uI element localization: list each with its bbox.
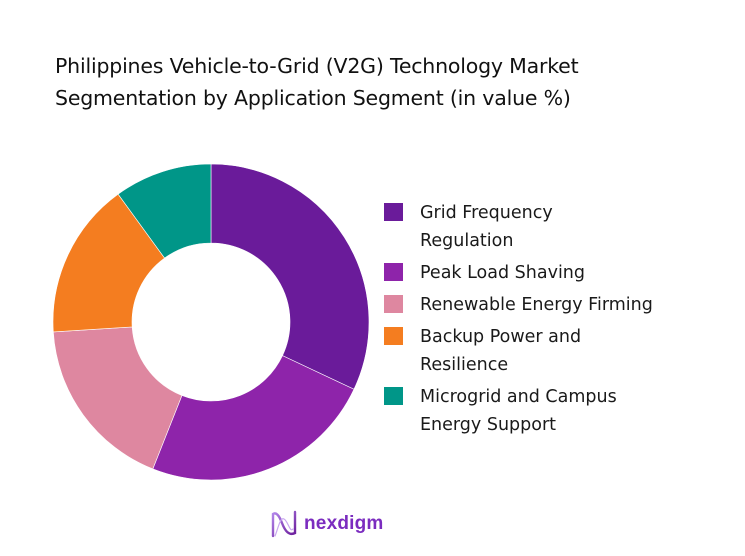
legend-item-renewable-energy-firming: Renewable Energy Firming	[384, 291, 734, 319]
chart-title-line-2: Segmentation by Application Segment (in …	[55, 86, 571, 110]
chart-title-line-1: Philippines Vehicle-to-Grid (V2G) Techno…	[55, 54, 579, 78]
legend-item-microgrid-and-campus-energy-support: Microgrid and Campus Energy Support	[384, 383, 734, 439]
donut-slice-backup-power-and-resilience	[52, 193, 165, 333]
legend-item-peak-load-shaving: Peak Load Shaving	[384, 259, 734, 287]
nexdigm-wave-icon	[271, 510, 297, 538]
legend-label: Renewable Energy Firming	[420, 295, 653, 315]
legend-item-backup-power-and-resilience: Backup Power and Resilience	[384, 323, 734, 379]
donut-slice-grid-frequency-regulation	[210, 163, 370, 390]
nexdigm-logo-text: nexdigm	[304, 513, 384, 534]
legend-label: Resilience	[420, 355, 509, 375]
legend-swatch	[384, 295, 403, 313]
chart-legend: Grid Frequency Regulation Peak Load Shav…	[384, 199, 734, 443]
chart-title: Philippines Vehicle-to-Grid (V2G) Techno…	[55, 50, 715, 114]
legend-swatch	[384, 387, 403, 405]
legend-label: Peak Load Shaving	[420, 263, 586, 283]
legend-swatch	[384, 327, 403, 345]
legend-label: Microgrid and Campus	[420, 387, 617, 407]
legend-label: Regulation	[420, 231, 514, 251]
donut-slice-peak-load-shaving	[152, 355, 355, 481]
legend-item-grid-frequency-regulation: Grid Frequency Regulation	[384, 199, 734, 255]
legend-label: Energy Support	[420, 415, 557, 435]
legend-swatch	[384, 263, 403, 281]
donut-slice-renewable-energy-firming	[52, 326, 183, 470]
donut-slice-microgrid-and-campus-energy-support	[117, 163, 212, 259]
legend-label: Backup Power and	[420, 327, 582, 347]
legend-swatch	[384, 203, 403, 221]
nexdigm-logo: nexdigm	[270, 508, 384, 540]
legend-label: Grid Frequency	[420, 203, 553, 223]
